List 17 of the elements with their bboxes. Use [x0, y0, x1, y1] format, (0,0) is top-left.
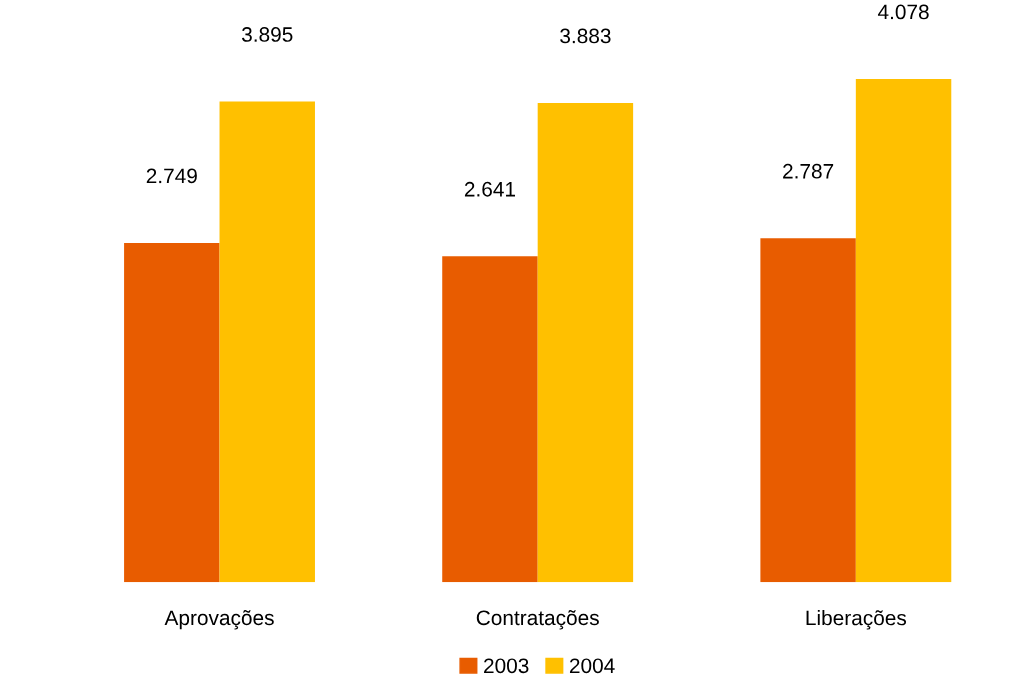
legend-label: 2004	[569, 658, 615, 674]
x-tick-label: Liberações	[806, 610, 907, 630]
data-label: 2.641	[464, 181, 516, 197]
legend-label: 2003	[484, 658, 529, 674]
data-label: 3.883	[560, 28, 611, 44]
bar	[537, 103, 634, 583]
data-label: 4.078	[877, 4, 929, 20]
bar	[442, 256, 538, 583]
x-tick-label: Contratações	[476, 610, 599, 630]
data-label: 2.787	[783, 163, 834, 179]
data-label: 2.749	[146, 168, 197, 184]
bar	[124, 242, 220, 583]
x-tick-label: Aprovações	[164, 610, 274, 630]
data-label: 3.895	[241, 27, 293, 42]
bar	[855, 78, 952, 583]
bar	[760, 238, 856, 583]
bar	[219, 101, 315, 583]
